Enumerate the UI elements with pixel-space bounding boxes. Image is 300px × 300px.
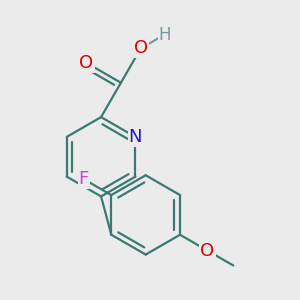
Text: F: F [79, 170, 89, 188]
Text: H: H [158, 26, 171, 44]
Text: O: O [80, 54, 94, 72]
Text: N: N [129, 128, 142, 146]
Text: O: O [134, 39, 148, 57]
Text: O: O [200, 242, 214, 260]
